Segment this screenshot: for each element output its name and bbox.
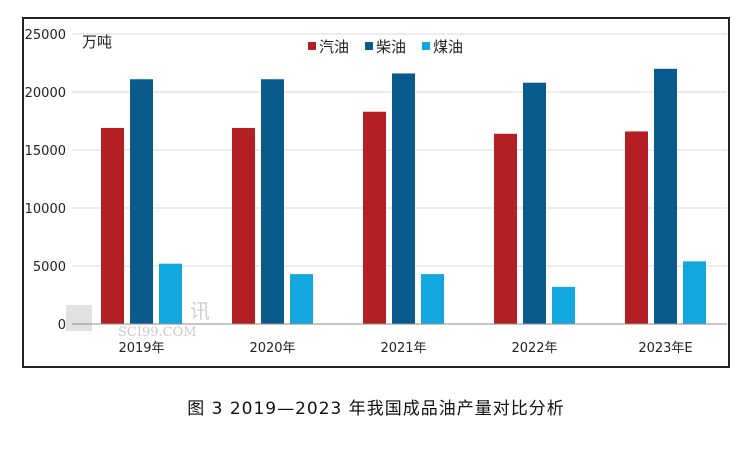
figure-caption: 图 3 2019—2023 年我国成品油产量对比分析 — [187, 399, 565, 419]
watermark: 讯 SCI99.COM — [66, 299, 210, 340]
watermark-url: SCI99.COM — [118, 325, 197, 340]
y-tick-label: 20000 — [25, 86, 66, 101]
y-tick-label: 25000 — [25, 28, 66, 43]
bar — [261, 79, 284, 325]
legend-label: 柴油 — [376, 38, 406, 56]
y-tick-label: 15000 — [25, 144, 66, 159]
bar — [523, 82, 546, 324]
legend-label: 汽油 — [319, 38, 349, 56]
bar — [290, 274, 313, 324]
bar — [101, 127, 124, 325]
y-tick-label: 10000 — [25, 202, 66, 217]
x-tick-label: 2019年 — [118, 341, 164, 356]
bar — [654, 68, 677, 324]
x-tick-label: 2021年 — [380, 341, 426, 356]
y-axis-unit-label: 万吨 — [82, 33, 112, 51]
y-tick-label: 5000 — [33, 260, 66, 275]
bar — [625, 131, 648, 324]
x-tick-label: 2020年 — [249, 341, 295, 356]
bar — [494, 133, 517, 324]
x-tick-label: 2023年E — [638, 341, 692, 356]
bar — [130, 79, 153, 325]
y-tick-label: 0 — [58, 318, 66, 333]
bar — [552, 286, 575, 324]
bars — [101, 68, 706, 325]
legend: 汽油 柴油 煤油 — [308, 38, 463, 56]
bar — [363, 111, 386, 324]
tick-labels: 0 5000 10000 15000 20000 25000 2019年 2020年 2021年… — [25, 28, 693, 356]
legend-swatch — [308, 42, 316, 50]
legend-swatch — [422, 42, 430, 50]
bar — [683, 261, 706, 324]
watermark-text: 讯 — [190, 299, 210, 323]
x-tick-label: 2022年 — [511, 341, 557, 356]
watermark-logo — [66, 305, 92, 331]
bar — [232, 127, 255, 325]
bar — [159, 263, 182, 324]
legend-swatch — [365, 42, 373, 50]
legend-label: 煤油 — [433, 38, 463, 56]
bar — [421, 274, 444, 324]
bar — [392, 73, 415, 324]
